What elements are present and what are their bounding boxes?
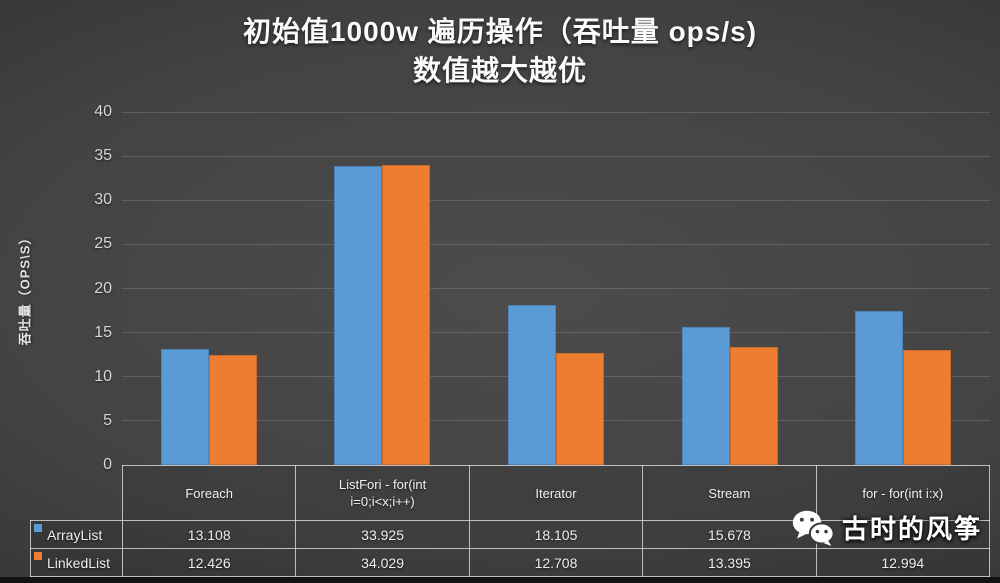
gridline-20 — [122, 288, 990, 289]
y-tick-label-40: 40 — [94, 103, 112, 120]
table-cell-arraylist-iterator: 18.105 — [468, 520, 644, 549]
bar-linkedlist-for-for-int-i-x — [903, 350, 952, 465]
bar-arraylist-iterator — [508, 305, 556, 465]
y-tick-label-5: 5 — [103, 411, 112, 429]
table-cell-linkedlist-stream: 13.395 — [642, 548, 817, 577]
gridline-30 — [122, 199, 990, 201]
chart-title-line1: 初始值1000w 遍历操作（吞吐量 ops/s) — [242, 16, 758, 47]
y-tick-label-30: 30 — [94, 191, 112, 209]
data-table: Foreach ListFori - for(int i=0;i<x;i++) Ite… — [30, 465, 991, 577]
watermark-text: 古时的风筝 — [842, 514, 983, 544]
bar-arraylist-stream — [681, 326, 730, 465]
legend-swatch-linkedlist — [34, 552, 42, 560]
legend-label-arraylist: ArrayList — [47, 526, 103, 543]
bar-linkedlist-listfori-for-int-i-0-i-x-i — [382, 164, 431, 465]
bar-arraylist-foreach — [160, 349, 209, 465]
gridline-40 — [122, 111, 990, 113]
table-cell-linkedlist-for-for-int-i-x: 12.994 — [815, 548, 991, 577]
bar-arraylist-for-for-int-i-x — [855, 311, 904, 465]
bar-arraylist-listfori-for-int-i-0-i-x-i — [334, 165, 383, 465]
table-header-listfori-for-int-i-0-i-x-i: ListFori - for(int i=0;i<x;i++) — [295, 465, 470, 521]
y-tick-label-25: 25 — [94, 235, 112, 253]
gridline-25 — [122, 243, 990, 245]
table-cell-linkedlist-listfori-for-int-i-0-i-x-i: 34.029 — [295, 548, 470, 577]
table-header-stream: Stream — [642, 465, 817, 521]
gridline-35 — [122, 155, 990, 157]
table-cell-linkedlist-iterator: 12.708 — [468, 548, 644, 577]
y-tick-label-0: 0 — [103, 456, 112, 473]
y-tick-label-15: 15 — [94, 323, 112, 341]
y-tick-label-20: 20 — [94, 279, 112, 297]
bar-linkedlist-stream — [729, 346, 778, 465]
bottom-edge-strip — [0, 577, 1000, 583]
wechat-icon — [792, 510, 835, 546]
watermark: 古时的风筝 — [791, 509, 982, 546]
chart-title-line2: 数值越大越优 — [412, 55, 587, 86]
chart-title: 初始值1000w 遍历操作（吞吐量 ops/s) 数值越大越优 — [0, 12, 1000, 90]
y-tick-label-35: 35 — [94, 147, 112, 165]
legend-swatch-arraylist — [34, 524, 42, 532]
table-cell-arraylist-listfori-for-int-i-0-i-x-i: 33.925 — [295, 520, 470, 549]
legend-arraylist: ArrayList — [30, 520, 123, 549]
table-header-for-for-int-i-x: for - for(int i:x) — [815, 465, 991, 521]
bar-linkedlist-iterator — [556, 352, 604, 465]
table-cell-arraylist-stream: 15.678 — [642, 520, 817, 549]
table-cell-arraylist-foreach: 13.108 — [121, 520, 297, 549]
legend-linkedlist: LinkedList — [30, 548, 123, 577]
bar-linkedlist-foreach — [208, 355, 257, 465]
legend-label-linkedlist: LinkedList — [47, 554, 111, 571]
table-header-foreach: Foreach — [121, 465, 297, 521]
y-tick-label-10: 10 — [94, 367, 112, 385]
gridline-15 — [122, 332, 990, 334]
